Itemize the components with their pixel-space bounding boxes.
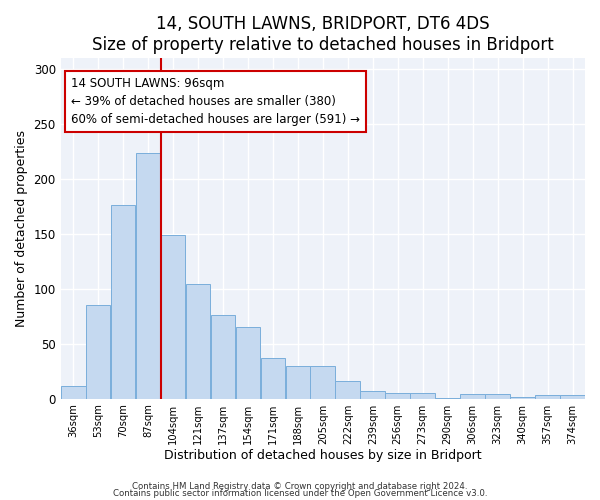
- X-axis label: Distribution of detached houses by size in Bridport: Distribution of detached houses by size …: [164, 450, 482, 462]
- Bar: [236, 328, 260, 398]
- Bar: [111, 206, 136, 398]
- Text: Contains HM Land Registry data © Crown copyright and database right 2024.: Contains HM Land Registry data © Crown c…: [132, 482, 468, 491]
- Bar: [286, 366, 310, 398]
- Bar: [310, 366, 335, 398]
- Bar: [510, 396, 535, 398]
- Bar: [385, 393, 410, 398]
- Text: Contains public sector information licensed under the Open Government Licence v3: Contains public sector information licen…: [113, 489, 487, 498]
- Bar: [335, 381, 360, 398]
- Y-axis label: Number of detached properties: Number of detached properties: [15, 130, 28, 327]
- Bar: [211, 315, 235, 398]
- Text: 14 SOUTH LAWNS: 96sqm
← 39% of detached houses are smaller (380)
60% of semi-det: 14 SOUTH LAWNS: 96sqm ← 39% of detached …: [71, 77, 360, 126]
- Bar: [485, 394, 510, 398]
- Bar: [86, 306, 110, 398]
- Bar: [185, 284, 211, 399]
- Bar: [136, 152, 160, 398]
- Bar: [260, 358, 285, 399]
- Bar: [61, 386, 86, 398]
- Bar: [460, 394, 485, 398]
- Bar: [535, 396, 560, 398]
- Bar: [560, 396, 585, 398]
- Bar: [361, 391, 385, 398]
- Bar: [410, 393, 435, 398]
- Bar: [161, 235, 185, 398]
- Title: 14, SOUTH LAWNS, BRIDPORT, DT6 4DS
Size of property relative to detached houses : 14, SOUTH LAWNS, BRIDPORT, DT6 4DS Size …: [92, 15, 554, 54]
